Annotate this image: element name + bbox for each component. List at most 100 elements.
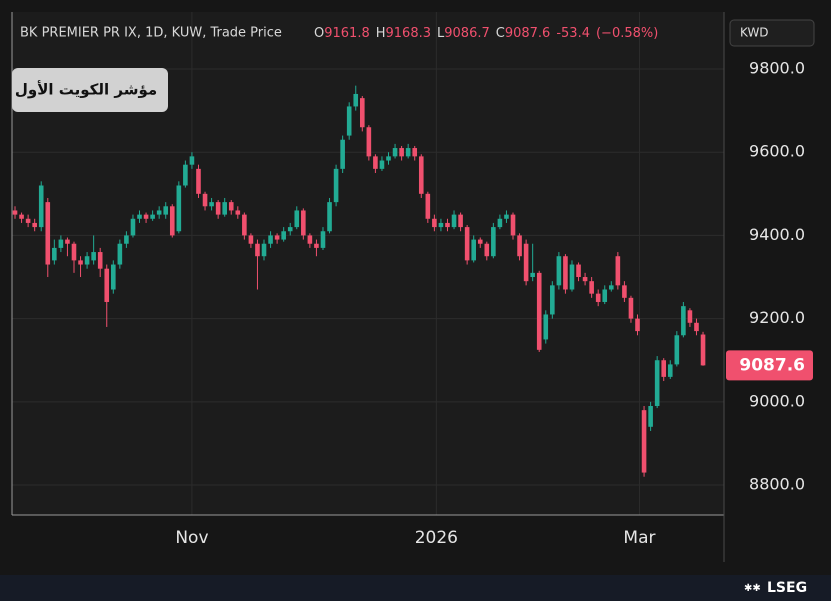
candle-body — [242, 214, 247, 236]
candle-body — [104, 268, 110, 302]
candle-body — [471, 239, 476, 261]
candle-body — [563, 256, 568, 290]
candle-body — [432, 218, 437, 228]
x-tick-label: Nov — [175, 528, 208, 548]
candle-body — [287, 227, 293, 232]
candle-body — [209, 202, 214, 207]
candle-body — [405, 148, 411, 157]
candle-body — [418, 156, 424, 194]
last-price-label: 9087.6 — [739, 355, 805, 375]
change: -53.4 — [556, 26, 590, 41]
candle-body — [281, 231, 286, 240]
candles — [12, 85, 706, 477]
candle-body — [52, 247, 57, 261]
candle-body — [661, 360, 667, 377]
candle-body — [536, 272, 542, 350]
candle-body — [150, 214, 155, 219]
candle-body — [235, 210, 241, 215]
x-tick-label: 2026 — [415, 528, 458, 548]
candle-body — [137, 214, 142, 219]
ohlc-header: O9161.8 H9168.3 L9086.7 C9087.6 -53.4 (−0.58%… — [314, 26, 658, 41]
brand: LSEG — [767, 580, 807, 596]
candle-body — [589, 281, 594, 294]
candle-body — [615, 256, 621, 286]
candle-body — [268, 235, 273, 244]
candle-body — [399, 148, 404, 157]
candle-body — [91, 252, 96, 261]
candle-body — [65, 239, 70, 244]
candle-body — [314, 243, 319, 248]
candle-body — [517, 235, 522, 257]
candle-body — [576, 264, 581, 278]
candle-body — [38, 185, 44, 228]
candle-body — [307, 235, 313, 244]
candle-body — [379, 160, 385, 169]
ohlc-key: O — [314, 26, 324, 41]
candle-body — [582, 277, 588, 282]
candle-body — [176, 185, 182, 232]
candle-body — [425, 193, 431, 219]
candle-body — [681, 306, 686, 336]
candle-body — [222, 202, 227, 215]
candle-body — [97, 252, 103, 269]
candle-body — [353, 93, 359, 107]
candle-body — [386, 156, 391, 161]
y-tick-label: 9000.0 — [749, 391, 805, 410]
ohlc-key: C — [496, 26, 505, 41]
candle-body — [550, 285, 555, 315]
ohlc-value: 9086.7 — [444, 26, 490, 41]
candle-body — [78, 260, 83, 265]
candle-body — [595, 293, 601, 302]
y-tick-label: 9800.0 — [749, 58, 805, 77]
candle-body — [274, 235, 280, 240]
candle-body — [143, 214, 149, 219]
candle-body — [451, 214, 457, 228]
candle-body — [491, 227, 496, 257]
candle-body — [523, 243, 529, 282]
candle-body — [163, 206, 169, 215]
candle-body — [628, 297, 634, 319]
brand-icon: ✱✱ — [744, 583, 761, 594]
candle-body — [255, 243, 260, 257]
axes: 8800.0 9000.0 9200.0 9400.0 9600.0 9800.0 Nov 2… — [175, 58, 813, 548]
candle-body — [156, 210, 162, 215]
ohlc-key: L — [437, 26, 445, 41]
ohlc-value: 9168.3 — [386, 26, 432, 41]
candle-body — [12, 210, 18, 215]
candle-body — [556, 256, 562, 286]
ohlc-value: 9161.8 — [324, 26, 370, 41]
y-tick-label: 8800.0 — [749, 475, 805, 494]
candle-body — [32, 222, 37, 228]
candle-body — [261, 243, 267, 257]
candle-body — [366, 127, 372, 157]
footer-strip — [0, 575, 831, 601]
candle-body — [333, 168, 339, 203]
candle-body — [294, 210, 300, 228]
candle-body — [189, 156, 195, 165]
candle-body — [667, 364, 673, 377]
candle-body — [602, 289, 608, 302]
ohlc-key: H — [376, 26, 386, 41]
candle-body — [19, 214, 24, 219]
candle-body — [694, 322, 699, 332]
candle-body — [654, 360, 660, 406]
candle-body — [215, 202, 221, 215]
candle-body — [183, 164, 188, 186]
currency: KWD — [740, 26, 769, 40]
annotation: مؤشر الكويت الأول — [15, 81, 157, 99]
candle-body — [327, 202, 332, 232]
candle-body — [45, 202, 51, 265]
candle-body — [543, 314, 549, 340]
candle-body — [497, 218, 503, 228]
candle-body — [84, 256, 90, 265]
candle-body — [340, 139, 345, 169]
candle-body — [635, 318, 640, 332]
candle-body — [477, 239, 483, 244]
candle-body — [484, 243, 490, 257]
candle-body — [464, 227, 470, 261]
candle-body — [359, 98, 365, 128]
candle-body — [569, 264, 575, 290]
chart-title: BK PREMIER PR IX, 1D, KUW, Trade Price — [20, 26, 282, 41]
ohlc-values: O9161.8 H9168.3 L9086.7 C9087.6 -53.4 (−0.58%… — [314, 26, 658, 41]
